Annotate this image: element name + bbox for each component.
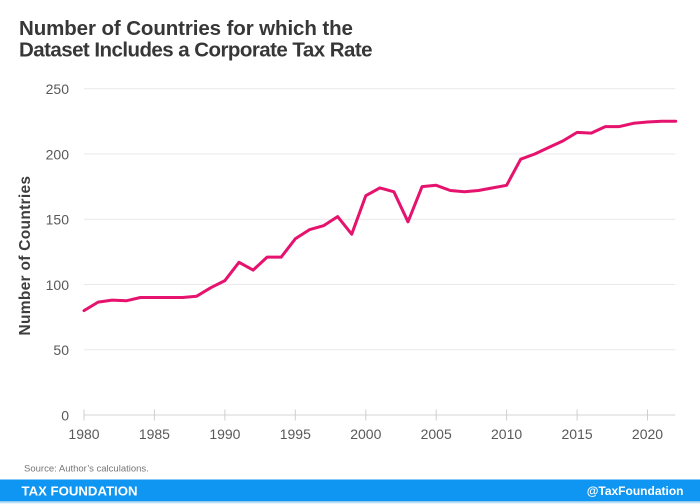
svg-text:Number of Countries for which: Number of Countries for which the	[19, 17, 353, 40]
svg-text:1985: 1985	[139, 426, 170, 442]
svg-text:2020: 2020	[632, 426, 663, 442]
svg-text:2005: 2005	[421, 426, 452, 442]
svg-text:2010: 2010	[491, 426, 522, 442]
svg-text:200: 200	[46, 146, 70, 162]
svg-text:TAX FOUNDATION: TAX FOUNDATION	[22, 484, 138, 499]
svg-text:100: 100	[46, 277, 70, 293]
svg-text:250: 250	[46, 81, 70, 97]
svg-text:0: 0	[61, 407, 69, 423]
svg-text:Dataset Includes a Corporate T: Dataset Includes a Corporate Tax Rate	[19, 39, 372, 62]
svg-text:Source: Author’s calculations.: Source: Author’s calculations.	[24, 464, 149, 475]
svg-text:1995: 1995	[280, 426, 311, 442]
svg-text:2000: 2000	[350, 426, 381, 442]
svg-text:50: 50	[53, 342, 69, 358]
svg-text:1990: 1990	[209, 426, 240, 442]
svg-text:150: 150	[46, 212, 70, 228]
svg-text:2015: 2015	[562, 426, 593, 442]
svg-text:1980: 1980	[68, 426, 99, 442]
svg-text:Number of Countries: Number of Countries	[17, 176, 34, 336]
svg-text:@TaxFoundation: @TaxFoundation	[587, 484, 684, 498]
